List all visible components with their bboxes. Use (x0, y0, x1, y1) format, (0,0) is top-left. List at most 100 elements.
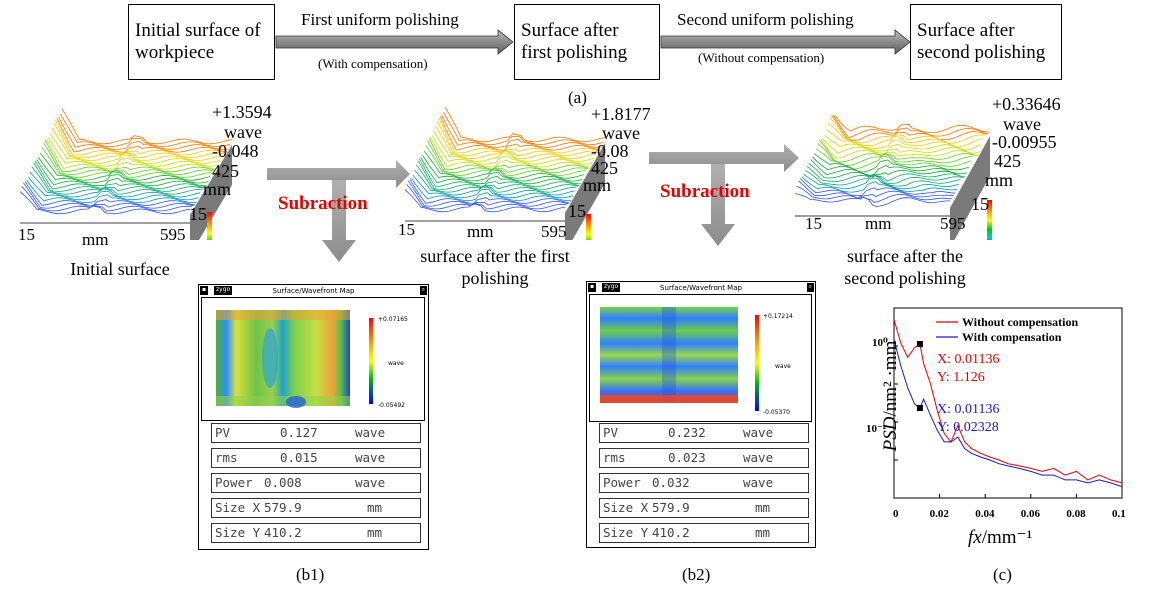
stat-unit: mm (755, 500, 771, 515)
stat-unit: mm (367, 525, 383, 540)
map-colorbar (755, 315, 759, 411)
surface-contour-line (813, 153, 970, 173)
surface-first-ymax: 425 (591, 158, 618, 178)
surface-contour-line (24, 181, 196, 206)
surface-contour-line (43, 142, 214, 176)
stat-name: Power (215, 475, 253, 490)
psd-series-without (893, 319, 1123, 484)
surface-contour-line (415, 164, 577, 193)
surface-initial-min: -0.048 (212, 141, 259, 161)
surface-contour-line (829, 117, 985, 144)
surface-contour-line (61, 108, 233, 145)
surface-initial-label: Initial surface (70, 259, 170, 279)
stat-row: rms 0.023 wave (599, 448, 809, 468)
caption-c: (c) (993, 565, 1012, 584)
surface-contour-line (58, 116, 229, 150)
surface-first-min: -0.08 (591, 141, 629, 161)
surface-plot-second (794, 114, 991, 240)
psd-ylabel-main: PSD (880, 416, 901, 452)
surface-first-unit: wave (602, 123, 640, 143)
zygo-menu-icon[interactable]: ▪ (588, 283, 597, 292)
surface-second-yunit: mm (985, 170, 1014, 190)
stat-name: PV (603, 425, 619, 440)
annot-red-x: X: 0.01136 (937, 352, 1000, 367)
x-tick: 0.04 (975, 508, 995, 520)
flow-box-first: Surface after first polishing (514, 4, 660, 80)
map-surface (216, 310, 350, 406)
surface-first-ymin: 15 (568, 201, 586, 221)
wavefront-map-window: +0.17214 wave -0.05370 (589, 294, 812, 422)
stat-value: 579.9 (264, 500, 302, 515)
psd-ylabel: PSD/nm² ·mm (880, 331, 902, 461)
surface-contour-line (54, 119, 226, 156)
stat-unit: mm (755, 525, 771, 540)
subtraction-arrow-right-1 (267, 160, 410, 188)
flow-box-initial: Initial surface of workpiece (128, 4, 275, 80)
surface-contour-line (431, 135, 593, 165)
surface-plot-initial (19, 108, 233, 240)
surface-contour-line (812, 156, 968, 176)
surface-contour-line (423, 150, 585, 179)
surface-contour-line (436, 120, 598, 157)
psd-chart (893, 307, 1123, 499)
stat-row: Power 0.008 wave (211, 473, 421, 493)
stat-unit: wave (355, 450, 386, 465)
zoom-icon[interactable]: ⌕ (419, 286, 427, 295)
flow-arrow-1 (275, 29, 514, 55)
zygo-menu-icon[interactable]: ▪ (200, 286, 209, 295)
surface-side-wall (190, 145, 232, 240)
stat-row: Size X 579.9 mm (599, 498, 809, 518)
surface-contour-line (794, 193, 950, 207)
surface-second-xmax: 595 (940, 214, 966, 233)
surface-plots (19, 106, 992, 240)
surface-contour-line (56, 118, 228, 153)
surface-contour-line (805, 170, 961, 187)
surface-contour-line (53, 122, 224, 159)
stat-value: 0.232 (668, 425, 706, 440)
surface-contour-line (428, 137, 590, 171)
subtraction-arrow-right-2 (649, 144, 799, 172)
flow-step-1-note: (With compensation) (318, 56, 428, 71)
surface-initial-xunit: mm (82, 230, 109, 249)
caption-b1: (b1) (296, 565, 325, 584)
surface-side-wall (950, 136, 990, 240)
wavefront-map-window: +0.07165 wave -0.05492 (201, 297, 425, 421)
surface-contour-line (815, 148, 972, 170)
stat-name: Size X (603, 500, 649, 515)
surface-contour-line (31, 166, 202, 195)
caption-b2: (b2) (682, 565, 711, 584)
surface-contour-line (798, 180, 954, 200)
surface-contour-line (419, 158, 580, 188)
zoom-icon[interactable]: ⌕ (806, 283, 814, 292)
surface-first-xmin: 15 (398, 220, 415, 239)
stat-name: Size X (215, 500, 261, 515)
surface-contour-line (796, 185, 952, 203)
surface-first-xunit: mm (467, 222, 494, 241)
map-surface (600, 307, 738, 403)
surface-contour-line (427, 140, 588, 174)
surface-contour-line (834, 115, 991, 133)
stat-value: 579.9 (652, 500, 690, 515)
y-tick-1e0: 10⁰ (872, 337, 888, 349)
map-band (216, 396, 350, 406)
surface-contour-line (29, 172, 201, 198)
zygo-badge: zygo (602, 283, 621, 292)
surface-contour-line (23, 182, 194, 209)
surface-contour-line (799, 178, 956, 197)
surface-contour-line (46, 138, 217, 170)
surface-contour-line (433, 131, 594, 162)
flow-box-first-text: Surface after first polishing (521, 20, 628, 63)
x-tick: 0.08 (1066, 508, 1086, 520)
map-blob (262, 328, 278, 388)
surface-contour-line (409, 179, 570, 204)
colorbar-second (987, 200, 992, 240)
subtraction-arrows (267, 144, 799, 262)
surface-contour-line (420, 157, 582, 185)
surface-contour-line (48, 137, 219, 167)
psd-xlabel: fx/mm⁻¹ (968, 526, 1032, 549)
surface-contour-line (21, 186, 192, 212)
stat-name: rms (215, 450, 238, 465)
surface-initial-yunit: mm (203, 179, 232, 199)
surface-contour-line (38, 157, 209, 184)
map-band (600, 395, 738, 403)
